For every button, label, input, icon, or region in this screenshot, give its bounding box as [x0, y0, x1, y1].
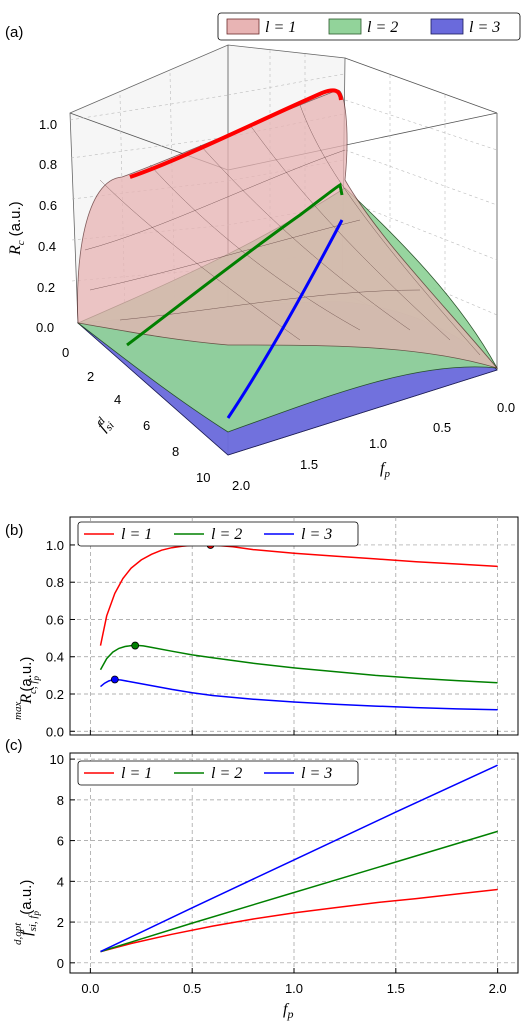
grid-c: [70, 753, 518, 973]
x-tick-label: 0.5: [183, 981, 201, 996]
series-line: [100, 764, 498, 953]
panel-b-chart: (b) 0.0 0.2 0.4 0.6 0.8 1.0 Rc, fpmax(a.u.) l…: [5, 516, 519, 739]
x-tick: 0.0: [497, 400, 515, 415]
x-ticks-c: 0.0 0.5 1.0 1.5 2.0: [81, 968, 507, 996]
y-tick-label: 8: [57, 793, 64, 808]
y-tick-label: 1.0: [46, 538, 64, 553]
surface-l1: [77, 89, 499, 369]
z-tick: 0.2: [37, 280, 55, 295]
y-tick: 2: [87, 369, 94, 384]
x-axis-label: fp: [380, 460, 390, 480]
x-ticks-b: [89, 730, 499, 735]
legend-label-l3: l = 3: [469, 19, 500, 36]
y-tick-label: 2: [57, 915, 64, 930]
x-tick-label: 0.0: [81, 981, 99, 996]
legend-swatch-l1: [226, 18, 260, 35]
legend-swatch-l2: [328, 18, 362, 35]
ridge-l1: [129, 88, 343, 179]
y-tick-label: 6: [57, 834, 64, 849]
z-tick: 0.0: [36, 320, 54, 335]
y-axis-label-c: fsi, fpd,opt(a.u.): [12, 880, 41, 945]
legend-b-l3: l = 3: [301, 526, 332, 543]
y-tick-label: 0.2: [46, 687, 64, 702]
y-axis-label-b: Rc, fpmax(a.u.): [12, 657, 41, 720]
z-tick: 0.4: [38, 239, 56, 254]
series-c: [100, 764, 498, 953]
z-axis-label: Rc(a.u.): [7, 201, 27, 256]
x-tick: 0.5: [433, 420, 451, 435]
legend-c-l1: l = 1: [121, 765, 152, 782]
peak-marker: [110, 675, 119, 684]
surface-mesh: [84, 104, 481, 356]
y-tick-label: 0.6: [46, 612, 64, 627]
legend-swatch-l3: [430, 18, 464, 35]
panel-c-label: (c): [5, 737, 23, 754]
legend-label-l2: l = 2: [367, 19, 398, 36]
x-tick: 2.0: [232, 478, 250, 493]
legend-b-l2: l = 2: [211, 526, 242, 543]
y-tick-label: 0.4: [46, 650, 64, 665]
y-tick-label: 0: [57, 956, 64, 971]
y-tick-label: 4: [57, 874, 64, 889]
series-line: [99, 644, 498, 684]
panel-c-chart: (c) 0 2 4 6 8 10 0.0 0.5 1.0 1.5 2.0 fsi, fpd,opt…: [5, 737, 519, 1021]
y-tick: 4: [114, 392, 121, 407]
y-tick-label: 0.8: [46, 575, 64, 590]
svg-text:Rc, fpmax(a.u.): Rc, fpmax(a.u.): [12, 657, 41, 720]
svg-text:Rc(a.u.): Rc(a.u.): [7, 201, 27, 256]
ridge-l3: [226, 219, 344, 419]
series-line: [100, 830, 498, 953]
legend-c-l3: l = 3: [301, 765, 332, 782]
peak-marker: [131, 641, 140, 650]
y-ticks-b: 0.0 0.2 0.4 0.6 0.8 1.0: [46, 538, 75, 739]
x-ticks: 0.0 0.5 1.0 1.5 2.0: [232, 400, 515, 493]
y-tick: 6: [143, 418, 150, 433]
y-tick: 10: [196, 470, 210, 485]
y-axis-label: fsid: [93, 413, 117, 436]
z-ticks: 0.0 0.2 0.4 0.6 0.8 1.0: [36, 117, 57, 335]
svg-text:fsi, fpd,opt(a.u.): fsi, fpd,opt(a.u.): [12, 880, 41, 945]
z-tick: 1.0: [39, 117, 57, 132]
x-axis-label-c: fp: [283, 1001, 293, 1021]
y-tick-label: 0.0: [46, 724, 64, 739]
series-line: [100, 888, 498, 953]
legend-a: l = 1 l = 2 l = 3: [217, 12, 521, 41]
y-tick: 8: [172, 444, 179, 459]
y-ticks-c: 0 2 4 6 8 10: [50, 752, 75, 971]
svg-text:fp: fp: [380, 460, 390, 480]
y-tick-label: 10: [50, 752, 64, 767]
panel-a-label: (a): [5, 24, 23, 41]
x-tick-label: 1.0: [285, 981, 303, 996]
y-ticks: 0 2 4 6 8 10: [62, 345, 210, 485]
panel-a-3d-surface: (a): [5, 12, 521, 493]
legend-label-l1: l = 1: [265, 19, 296, 36]
svg-text:fp: fp: [283, 1001, 293, 1021]
legend-c: l = 1 l = 2 l = 3: [77, 760, 359, 786]
z-tick: 0.8: [39, 157, 57, 172]
x-tick: 1.0: [369, 436, 387, 451]
z-tick: 0.6: [39, 198, 57, 213]
x-tick: 1.5: [300, 457, 318, 472]
legend-b: l = 1 l = 2 l = 3: [77, 521, 359, 547]
x-tick-label: 2.0: [489, 981, 507, 996]
ridge-l2: [126, 182, 344, 347]
legend-b-l1: l = 1: [121, 526, 152, 543]
x-tick-label: 1.5: [387, 981, 405, 996]
svg-text:fsid: fsid: [93, 413, 117, 436]
y-tick: 0: [62, 345, 69, 360]
legend-c-l2: l = 2: [211, 765, 242, 782]
panel-b-label: (b): [5, 522, 23, 539]
